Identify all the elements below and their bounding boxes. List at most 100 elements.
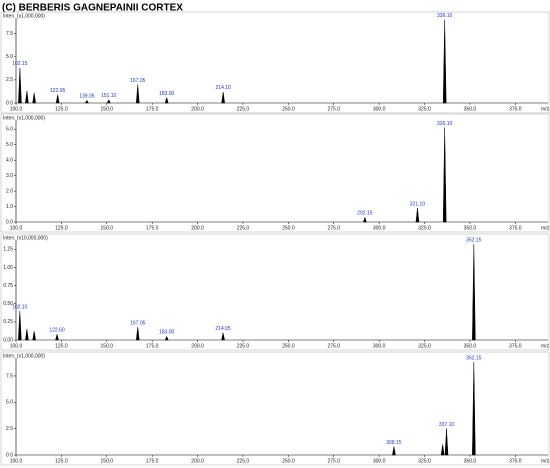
x-tick-label: 225.0 [237,106,250,112]
y-tick-label: 2.5 [6,426,13,432]
x-tick-label: 375.0 [509,458,522,464]
peak [25,329,29,341]
x-tick-label: 300.0 [373,225,386,231]
peak-label: 183.00 [159,91,175,97]
x-tick-label: 300.0 [373,458,386,464]
peak-label: 102.10 [12,304,28,310]
x-tick-label: 250.0 [282,458,295,464]
peak [55,94,60,104]
peak [106,99,111,104]
x-tick-label: 350.0 [464,225,477,231]
x-tick-label: 325.0 [418,225,431,231]
y-tick-label: 7.5 [6,373,13,379]
x-tick-label: 100.0 [10,343,23,349]
peak-label: 102.15 [12,61,28,67]
peak [135,84,140,104]
x-tick-label: 350.0 [464,106,477,112]
figure-title: (C) BERBERIS GAGNEPAINII CORTEX [2,3,183,14]
peak-label: 183.00 [159,330,175,336]
x-tick-label: 250.0 [282,225,295,231]
peak [472,244,476,341]
peak [472,362,476,456]
x-tick-label: 275.0 [327,106,340,112]
x-tick-label: 275.0 [327,458,340,464]
x-axis-label: m/z [541,106,550,112]
x-tick-label: 250.0 [282,343,295,349]
peak-label: 336.10 [437,121,453,127]
peak-label: 122.60 [49,328,65,334]
peak [84,99,89,104]
peak-label: 321.10 [410,201,426,207]
x-tick-label: 150.0 [101,225,114,231]
x-tick-label: 300.0 [373,106,386,112]
y-tick-label: 1.0 [6,204,13,210]
x-tick-label: 100.0 [10,106,23,112]
peak-label: 308.15 [386,440,402,446]
peak-label: 151.10 [101,93,117,99]
y-tick-label: 5.0 [6,400,13,406]
y-tick-label: 4.0 [6,158,13,164]
x-tick-label: 375.0 [509,343,522,349]
x-tick-label: 275.0 [327,225,340,231]
panel-frame [0,233,550,351]
panel-frame [0,11,550,114]
y-tick-label: 0.25 [3,319,13,325]
peak [164,335,169,341]
x-tick-label: 125.0 [55,343,68,349]
y-tick-label: 5.0 [6,54,13,60]
x-tick-label: 300.0 [373,343,386,349]
peak-label: 214.10 [216,85,232,91]
x-tick-label: 250.0 [282,106,295,112]
x-tick-label: 375.0 [509,225,522,231]
y-tick-label: 2.0 [6,188,13,194]
x-tick-label: 200.0 [191,225,204,231]
peak [221,332,225,341]
y-tick-label: 2.5 [6,77,13,83]
x-tick-label: 150.0 [101,343,114,349]
x-tick-label: 150.0 [101,106,114,112]
panel-frame [0,351,550,466]
x-tick-label: 350.0 [464,458,477,464]
x-tick-label: 200.0 [191,106,204,112]
peak [18,67,22,104]
x-tick-label: 175.0 [146,225,159,231]
y-tick-label: 3.0 [6,173,13,179]
x-tick-label: 225.0 [237,458,250,464]
x-tick-label: 175.0 [146,458,159,464]
x-tick-label: 100.0 [10,225,23,231]
x-tick-label: 200.0 [191,458,204,464]
x-tick-label: 200.0 [191,343,204,349]
y-tick-label: 0.0 [6,219,13,225]
peak [392,446,396,456]
y-tick-label: 0.00 [3,337,13,343]
y-axis-label: Inten. (x1,000,000) [3,13,45,19]
x-tick-label: 325.0 [418,458,431,464]
x-axis-label: m/z [541,225,550,231]
x-tick-label: 125.0 [55,106,68,112]
y-tick-label: 0.0 [6,100,13,106]
x-tick-label: 275.0 [327,343,340,349]
peak [442,127,447,223]
x-tick-label: 175.0 [146,106,159,112]
x-tick-label: 125.0 [55,458,68,464]
x-tick-label: 225.0 [237,225,250,231]
y-axis-label: Inten. (x10,000,000) [3,235,48,241]
x-tick-label: 325.0 [418,343,431,349]
peak-label: 352.15 [466,238,482,244]
x-axis-label: m/z [541,458,550,464]
x-axis-label: m/z [541,343,550,349]
x-tick-label: 225.0 [237,343,250,349]
peak-label: 292.15 [357,211,373,217]
y-tick-label: 1.25 [3,247,13,253]
y-axis-label: Inten. (x1,000,000) [3,353,45,359]
peak [25,90,29,104]
y-tick-label: 6.0 [6,127,13,133]
peak-label: 337.10 [439,422,455,428]
y-tick-label: 1.00 [3,265,13,271]
peak-label: 167.05 [130,320,146,326]
peak [442,19,447,104]
x-tick-label: 175.0 [146,343,159,349]
x-tick-label: 100.0 [10,458,23,464]
y-tick-label: 0.75 [3,283,13,289]
